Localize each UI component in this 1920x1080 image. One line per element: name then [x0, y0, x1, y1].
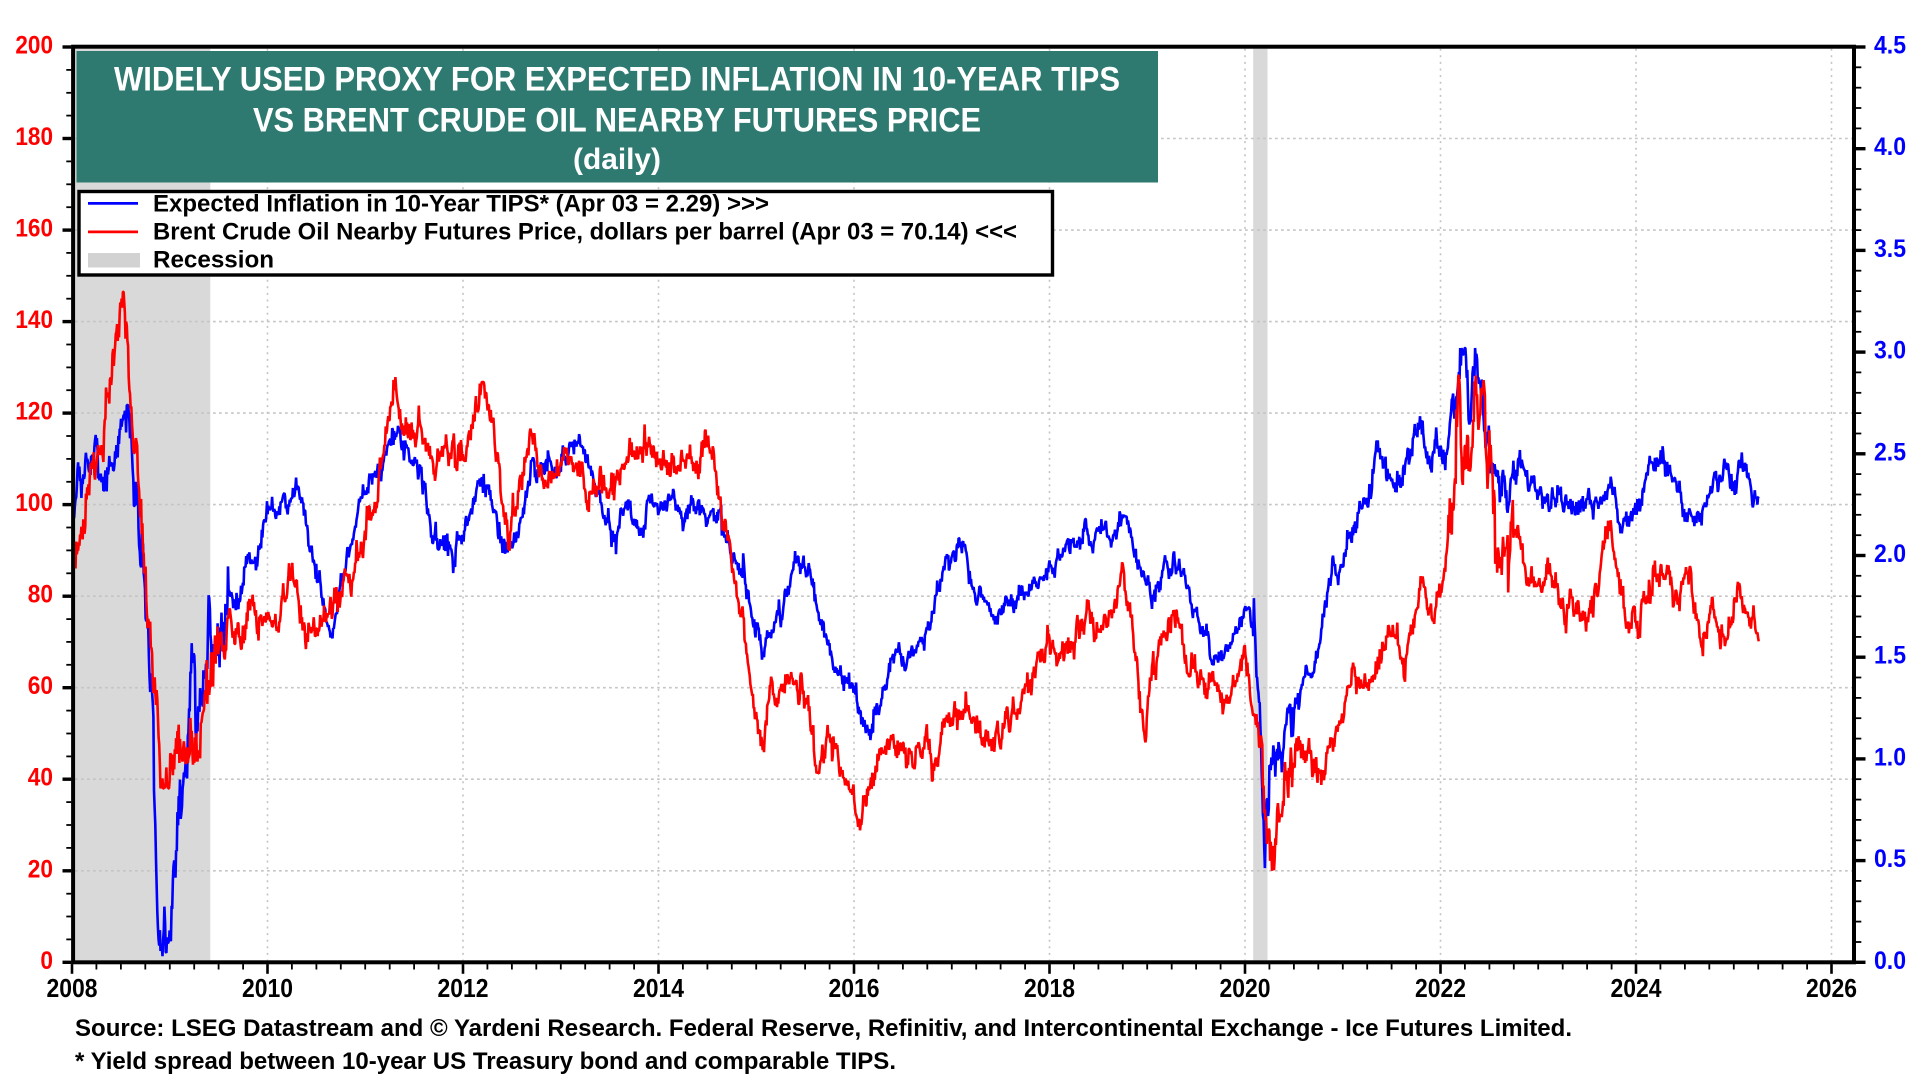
svg-text:2016: 2016	[829, 975, 880, 1003]
svg-text:3.5: 3.5	[1874, 235, 1906, 263]
svg-text:4.5: 4.5	[1874, 32, 1906, 60]
svg-text:1.0: 1.0	[1874, 743, 1906, 771]
svg-text:2.5: 2.5	[1874, 438, 1906, 466]
svg-text:180: 180	[15, 123, 53, 151]
svg-text:0.0: 0.0	[1874, 947, 1906, 975]
svg-text:2008: 2008	[47, 975, 98, 1003]
svg-text:2024: 2024	[1611, 975, 1663, 1003]
svg-text:Recession: Recession	[153, 247, 274, 274]
svg-text:20: 20	[28, 855, 53, 883]
svg-text:4.0: 4.0	[1874, 133, 1906, 161]
svg-text:2.0: 2.0	[1874, 540, 1906, 568]
svg-text:3.0: 3.0	[1874, 337, 1906, 365]
svg-text:2012: 2012	[438, 975, 489, 1003]
svg-text:2020: 2020	[1220, 975, 1271, 1003]
svg-text:Expected Inflation in 10-Year: Expected Inflation in 10-Year TIPS* (Apr…	[153, 190, 769, 217]
svg-text:40: 40	[28, 764, 53, 792]
svg-text:60: 60	[28, 672, 53, 700]
svg-text:(daily): (daily)	[573, 143, 661, 176]
svg-text:* Yield spread between 10-year: * Yield spread between 10-year US Treasu…	[75, 1048, 896, 1075]
svg-text:0: 0	[40, 947, 53, 975]
svg-text:0.5: 0.5	[1874, 845, 1906, 873]
svg-text:WIDELY USED PROXY FOR EXPECTED: WIDELY USED PROXY FOR EXPECTED INFLATION…	[114, 61, 1120, 99]
svg-text:2026: 2026	[1806, 975, 1857, 1003]
svg-text:VS BRENT CRUDE OIL NEARBY FUTU: VS BRENT CRUDE OIL NEARBY FUTURES PRICE	[253, 102, 981, 140]
svg-text:160: 160	[15, 215, 53, 243]
svg-text:2010: 2010	[242, 975, 293, 1003]
svg-text:Source: LSEG Datastream and ©: Source: LSEG Datastream and © Yardeni Re…	[75, 1015, 1572, 1042]
svg-text:2014: 2014	[633, 975, 685, 1003]
svg-text:200: 200	[15, 32, 53, 60]
svg-text:Brent Crude Oil Nearby Futures: Brent Crude Oil Nearby Futures Price, do…	[153, 219, 1017, 246]
svg-text:80: 80	[28, 581, 53, 609]
svg-text:2018: 2018	[1024, 975, 1075, 1003]
svg-text:120: 120	[15, 398, 53, 426]
svg-text:2022: 2022	[1415, 975, 1466, 1003]
svg-text:1.5: 1.5	[1874, 642, 1906, 670]
svg-text:100: 100	[15, 489, 53, 517]
svg-text:140: 140	[15, 306, 53, 334]
